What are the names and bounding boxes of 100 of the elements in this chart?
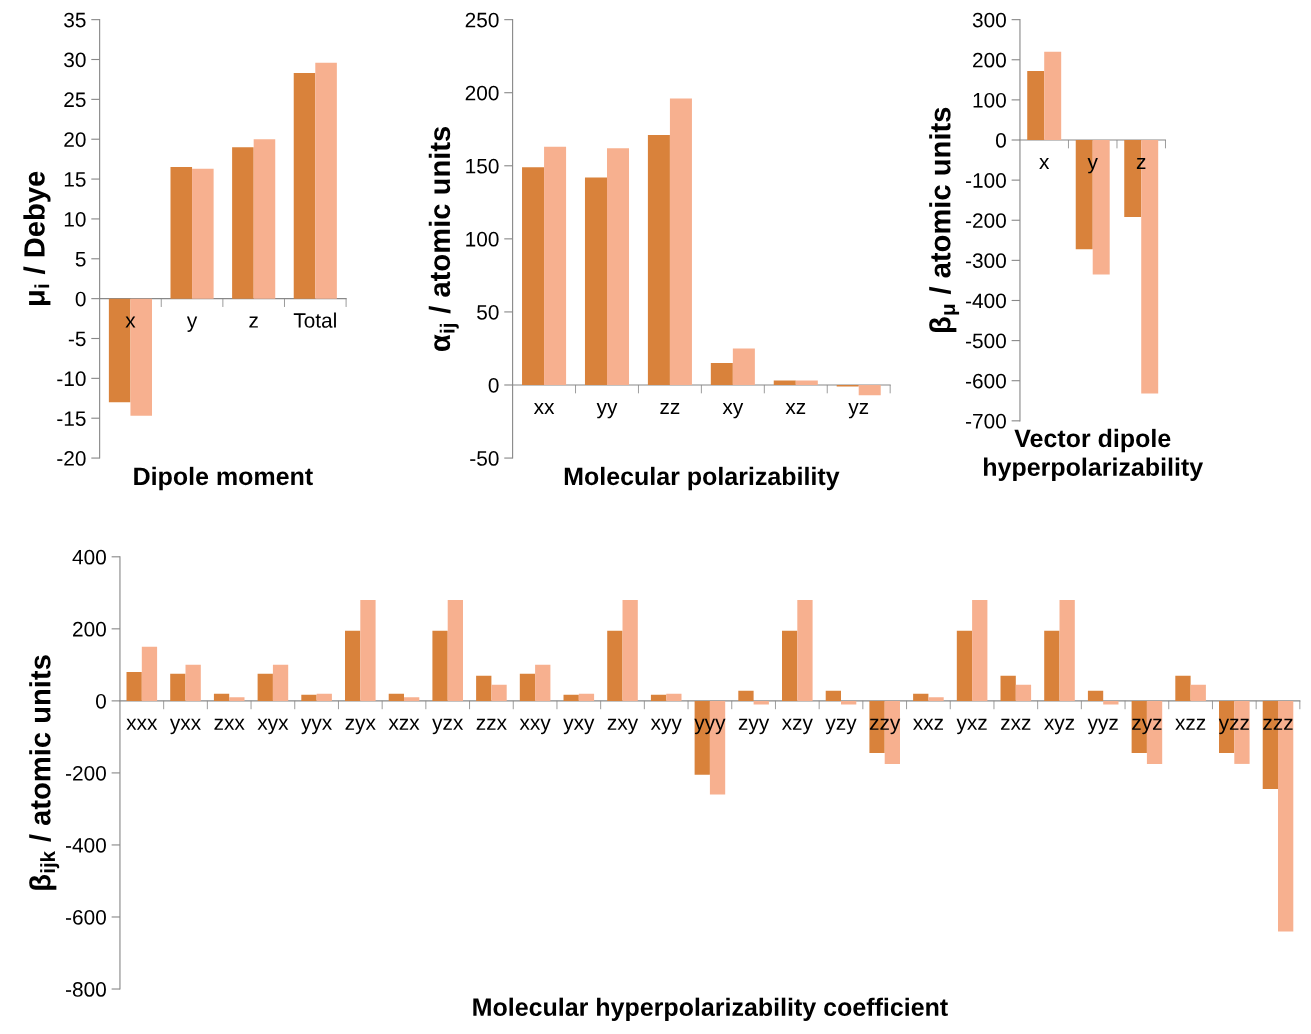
x-tick-label: zxz	[1001, 718, 1031, 730]
x-tick-label: xxz	[913, 718, 943, 730]
bar	[404, 697, 420, 701]
bar	[141, 646, 158, 701]
bar	[126, 672, 142, 701]
bar	[293, 73, 316, 299]
bar	[972, 600, 988, 701]
y-tick-label: 400	[72, 549, 106, 565]
y-tick-label: 150	[466, 158, 499, 174]
y-tick-label: -700	[966, 413, 1006, 429]
bar	[1000, 675, 1016, 701]
y-axis-title: β$_{μ}$ / atomic units	[929, 107, 960, 332]
y-tick-label: -10	[57, 371, 86, 387]
x-tick-label: yxz	[956, 718, 987, 735]
bar	[253, 139, 276, 299]
x-tick-label: xyx	[257, 718, 289, 735]
x-tick-label: xzz	[1175, 718, 1206, 730]
bar	[578, 693, 595, 701]
bar	[1190, 684, 1206, 701]
y-tick-label: -50	[470, 451, 499, 466]
bar	[669, 98, 692, 385]
bar	[797, 600, 813, 701]
bar	[858, 384, 881, 396]
bar	[301, 694, 317, 701]
bar	[584, 177, 607, 385]
bar	[544, 146, 567, 385]
x-tick-label: zxy	[607, 718, 639, 735]
bar	[1015, 684, 1032, 701]
bar	[272, 664, 289, 701]
x-tick-label: zyz	[1132, 718, 1162, 735]
x-tick-label: yyy	[694, 718, 726, 735]
x-tick-label: z	[1136, 157, 1146, 169]
bar	[622, 600, 638, 701]
y-tick-label: -600	[966, 373, 1006, 389]
y-tick-label: 0	[95, 693, 106, 709]
x-axis-title: Molecular polarizability	[564, 466, 840, 491]
x-tick-label: x	[1039, 157, 1050, 169]
bar	[491, 684, 507, 701]
x-tick-label: yyx	[301, 718, 333, 735]
x-tick-label: zxx	[214, 718, 245, 730]
bar	[913, 693, 929, 701]
x-tick-label: xyz	[1044, 718, 1075, 735]
y-tick-label: -200	[966, 213, 1006, 228]
y-tick-label: 100	[466, 231, 499, 247]
x-tick-label: xy	[722, 402, 744, 419]
y-tick-label: -800	[65, 982, 106, 997]
y-axis-title: μ$_{i}$ / Debye	[23, 171, 51, 306]
y-tick-label: 15	[64, 172, 86, 187]
y-tick-label: 300	[972, 12, 1006, 28]
bar	[432, 630, 448, 701]
x-tick-label: zzz	[1263, 718, 1293, 730]
y-tick-label: 100	[973, 92, 1006, 108]
y-axis-title: β$_{ijk}$ / atomic units	[29, 655, 60, 890]
x-tick-label: y	[186, 316, 198, 332]
y-tick-label: 250	[465, 12, 499, 28]
y-tick-label: 200	[973, 52, 1006, 68]
bar	[1087, 690, 1104, 701]
y-tick-label: -600	[65, 909, 106, 925]
y-tick-label: -200	[65, 765, 106, 781]
x-tick-label: xz	[785, 402, 806, 414]
bar	[360, 600, 376, 701]
bar	[316, 693, 332, 701]
bar	[825, 690, 842, 701]
y-tick-label: 0	[488, 377, 499, 393]
bar	[1175, 675, 1191, 701]
y-tick-label: 20	[64, 132, 86, 147]
bar	[388, 693, 405, 701]
bar	[1059, 600, 1075, 701]
y-tick-label: -20	[57, 451, 86, 466]
y-tick-label: 30	[64, 52, 86, 68]
x-tick-label: xyy	[650, 718, 682, 735]
x-tick-label: zyx	[345, 718, 376, 735]
x-tick-label: zyy	[738, 718, 770, 735]
x-axis-title: Dipole moment	[134, 466, 313, 491]
x-tick-label: zzy	[869, 718, 901, 735]
y-tick-label: 10	[64, 211, 86, 227]
bar	[476, 675, 492, 701]
x-tick-label: xzx	[388, 718, 420, 730]
x-tick-label: zz	[660, 402, 680, 414]
x-axis-title: Vector dipole hyperpolarizability	[984, 428, 1204, 481]
bar	[795, 380, 818, 385]
x-tick-label: yzz	[1218, 718, 1249, 735]
bar	[666, 693, 682, 701]
x-tick-label: yzx	[432, 718, 464, 735]
bar	[170, 167, 193, 299]
x-tick-label: yyz	[1087, 718, 1118, 735]
y-tick-label: -300	[966, 253, 1006, 269]
x-tick-label: xxy	[519, 718, 551, 735]
bar	[229, 697, 245, 701]
bar	[956, 630, 973, 701]
bar	[447, 600, 463, 701]
bar	[710, 363, 733, 385]
bar	[1044, 630, 1060, 701]
y-tick-label: 200	[73, 621, 106, 637]
x-tick-label: Total	[293, 312, 336, 328]
bar	[192, 168, 214, 299]
bar	[535, 664, 551, 701]
y-tick-label: 0	[995, 133, 1006, 148]
y-tick-label: -15	[57, 411, 86, 426]
y-tick-label: 5	[75, 252, 86, 267]
